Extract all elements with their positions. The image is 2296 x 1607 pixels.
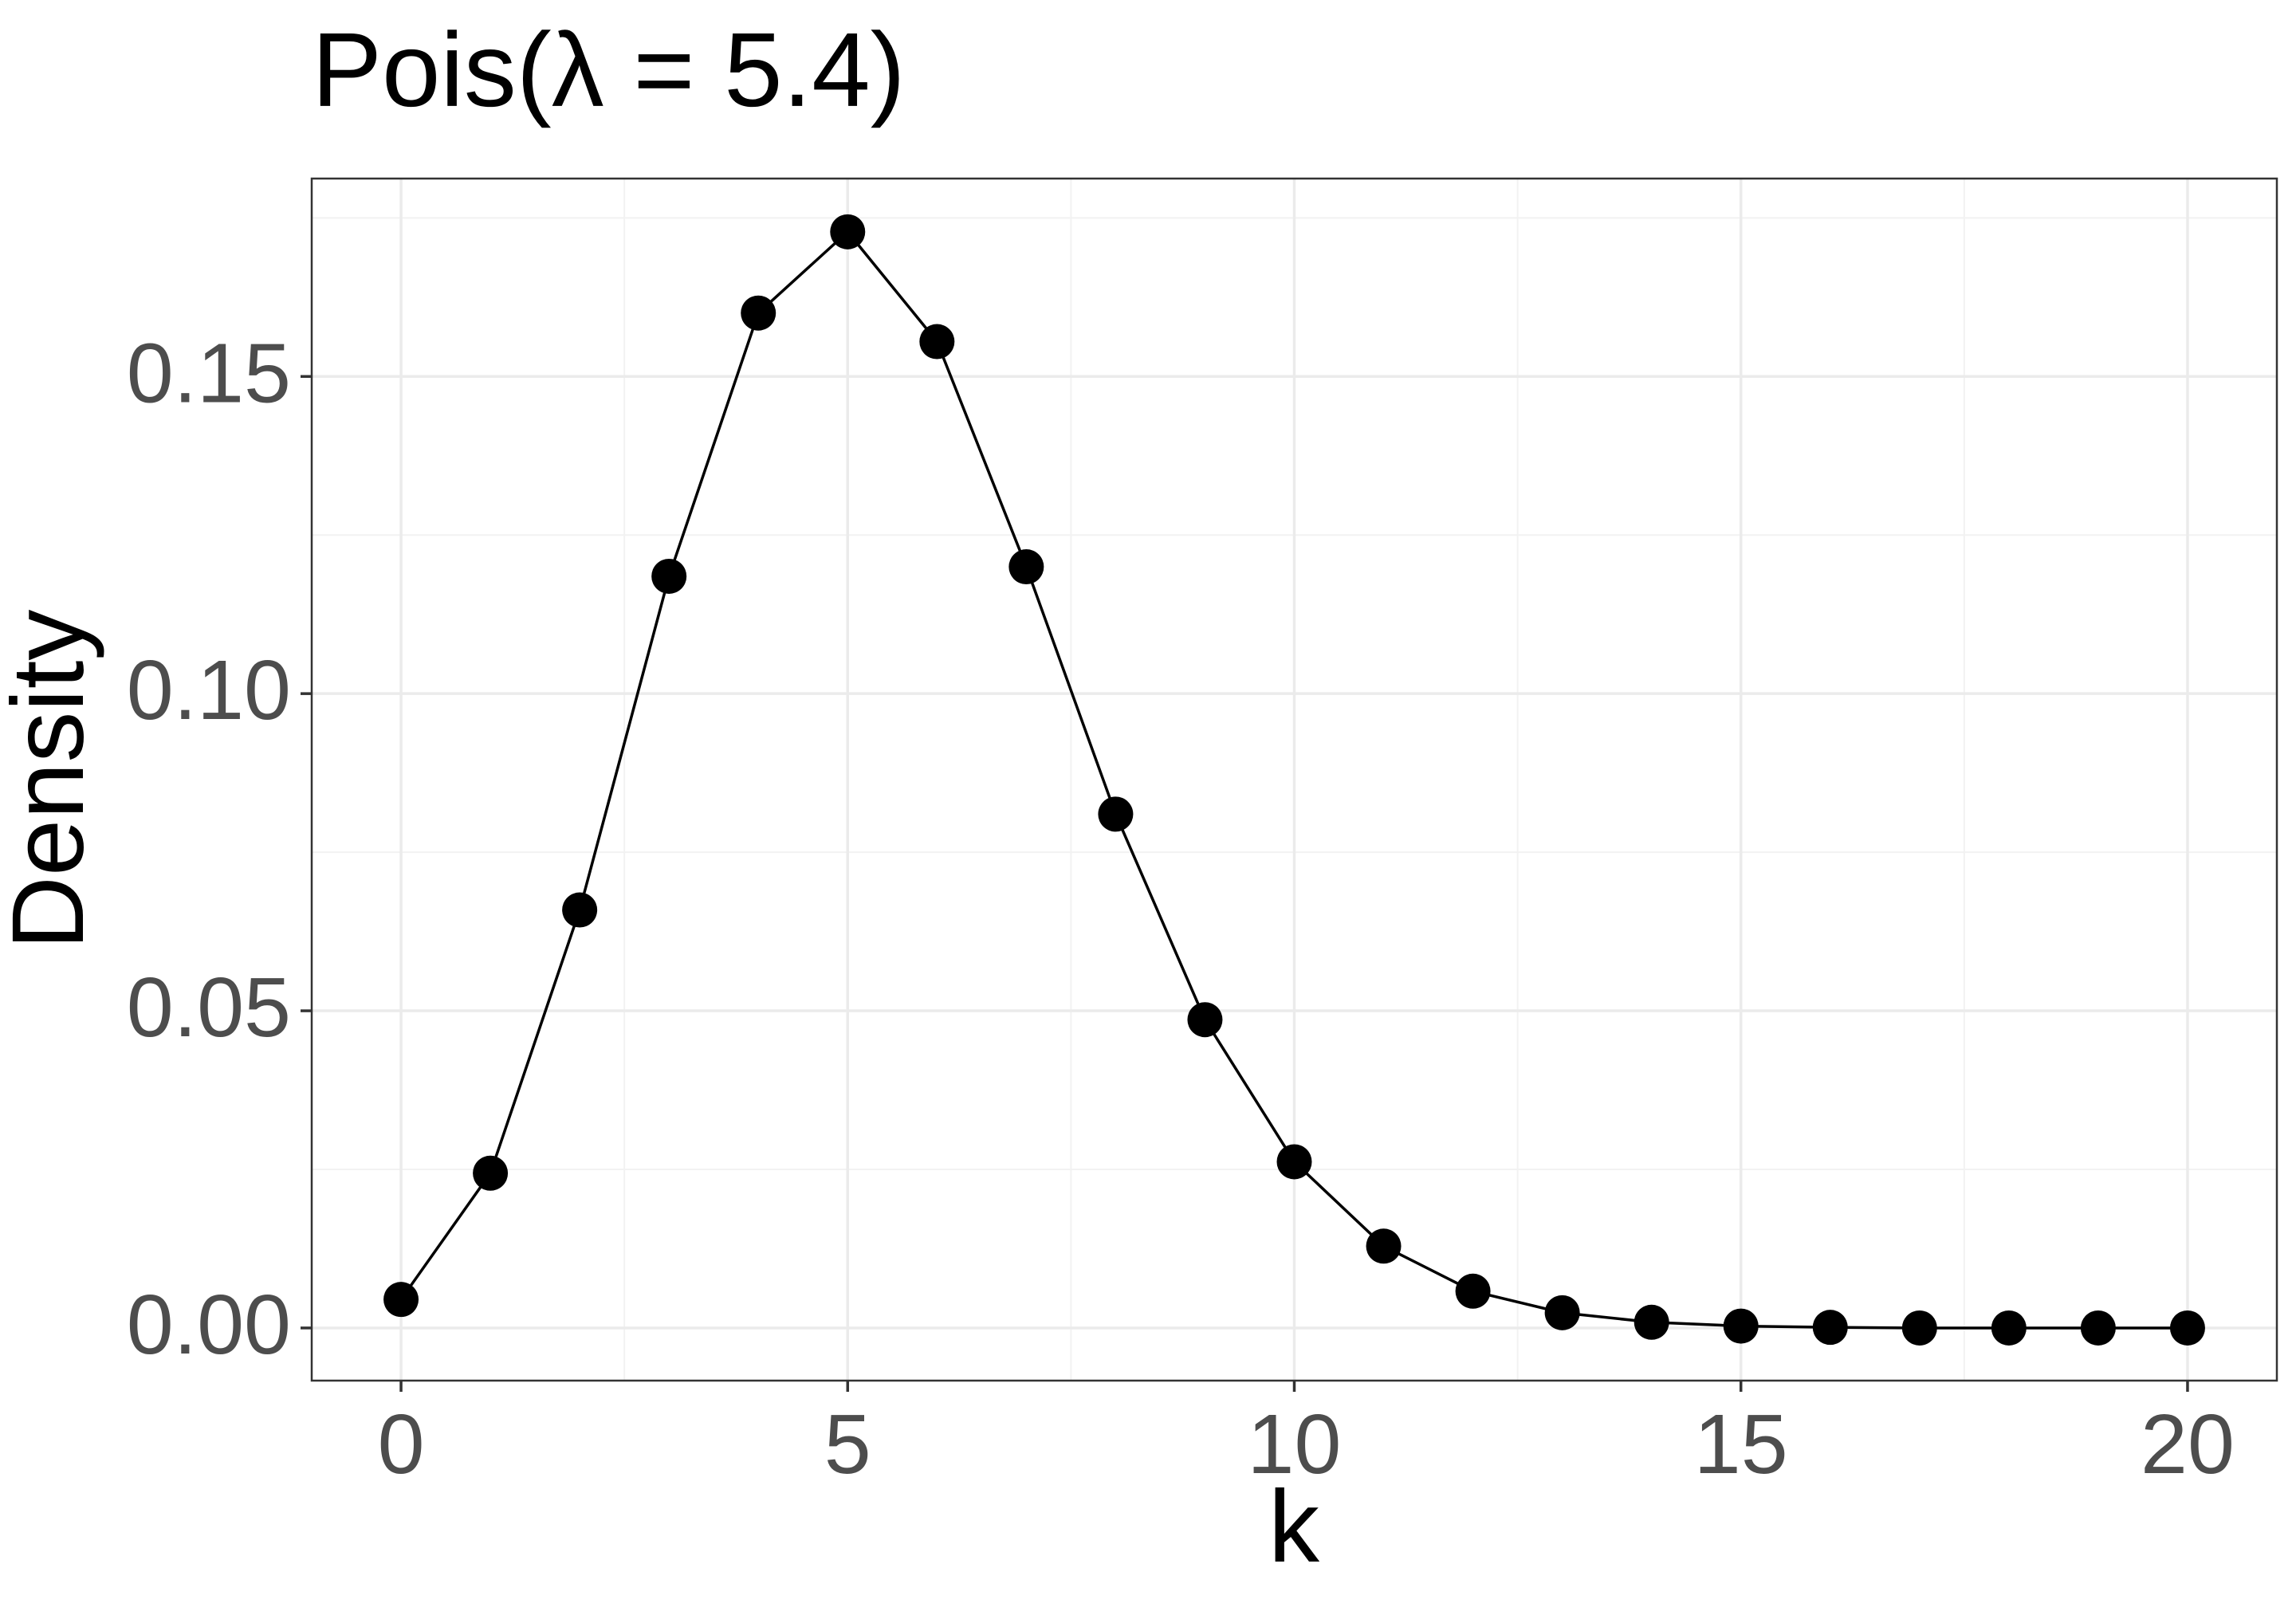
y-axis-label: Density — [0, 610, 105, 950]
y-tick-label: 0.00 — [127, 1278, 291, 1372]
point — [383, 1282, 419, 1318]
x-tick-label: 10 — [1248, 1397, 1342, 1491]
point — [1991, 1310, 2027, 1346]
x-tick-label: 15 — [1694, 1397, 1788, 1491]
point — [2080, 1310, 2116, 1346]
point — [919, 324, 955, 360]
point — [473, 1155, 509, 1191]
x-tick-label: 0 — [378, 1397, 425, 1491]
point — [562, 892, 598, 928]
x-tick-label: 5 — [824, 1397, 871, 1491]
point — [1634, 1304, 1669, 1340]
x-tick-label: 20 — [2141, 1397, 2235, 1491]
plot-border — [310, 177, 2278, 1382]
point — [1187, 1002, 1223, 1038]
y-tick-label: 0.10 — [127, 643, 291, 737]
point — [1276, 1144, 1312, 1180]
point — [741, 295, 776, 331]
y-tick-label: 0.15 — [127, 326, 291, 420]
point — [1544, 1295, 1580, 1330]
point — [1455, 1273, 1491, 1309]
point — [1098, 796, 1134, 832]
chart-title: Pois(λ = 5.4) — [312, 11, 906, 128]
point — [2169, 1310, 2205, 1346]
y-tick-label: 0.05 — [127, 961, 291, 1055]
x-axis-label: k — [1268, 1470, 1320, 1584]
point — [1901, 1310, 1937, 1346]
point — [1723, 1308, 1759, 1344]
point — [651, 558, 687, 594]
point — [1812, 1310, 1848, 1346]
point — [830, 214, 866, 249]
point — [1366, 1228, 1402, 1264]
point — [1008, 549, 1044, 585]
